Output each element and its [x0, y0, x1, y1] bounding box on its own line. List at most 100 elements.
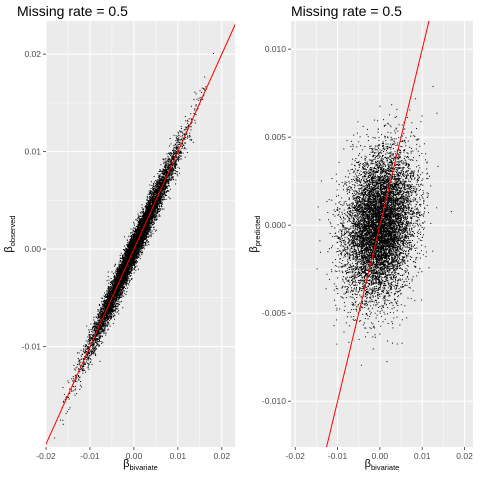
data-point: [109, 289, 111, 291]
data-point: [134, 227, 136, 229]
data-point: [183, 148, 185, 150]
data-point: [168, 162, 170, 164]
data-point: [98, 335, 100, 337]
data-point: [138, 255, 140, 257]
data-point: [141, 204, 143, 206]
data-point: [88, 332, 90, 333]
data-point: [101, 316, 103, 318]
data-point: [101, 326, 103, 328]
data-point: [119, 263, 121, 265]
data-point: [158, 174, 160, 176]
data-point: [114, 272, 116, 274]
data-point: [200, 96, 202, 98]
data-point: [116, 297, 118, 299]
data-point: [175, 172, 177, 174]
data-point: [91, 347, 93, 349]
data-point: [149, 184, 151, 186]
data-point: [108, 313, 110, 315]
data-point: [148, 228, 150, 230]
data-point: [131, 266, 133, 268]
data-point: [109, 296, 111, 298]
x-tick-label: -0.02: [36, 451, 56, 461]
data-point: [151, 221, 153, 223]
data-point: [143, 246, 145, 248]
data-point: [160, 204, 162, 206]
data-point: [101, 301, 103, 303]
data-point: [93, 319, 95, 321]
data-point: [132, 259, 134, 261]
data-point: [178, 154, 180, 156]
data-point: [161, 179, 163, 181]
data-point: [156, 207, 158, 209]
data-point: [146, 198, 148, 200]
data-point: [180, 139, 182, 141]
data-point: [113, 312, 115, 314]
data-point: [102, 322, 104, 324]
data-point: [183, 134, 185, 136]
data-point: [147, 234, 149, 236]
data-point: [194, 122, 196, 124]
data-point: [114, 277, 116, 279]
data-point: [153, 218, 155, 220]
data-point: [87, 339, 89, 341]
data-point: [99, 360, 101, 362]
data-point: [114, 274, 116, 276]
data-point: [95, 348, 97, 350]
data-point: [130, 232, 131, 234]
data-point: [156, 180, 157, 182]
data-point: [150, 234, 152, 236]
data-point: [182, 135, 183, 137]
data-point: [167, 171, 169, 173]
data-point: [130, 248, 131, 250]
data-point: [68, 382, 70, 384]
data-point: [127, 279, 129, 281]
data-point: [194, 119, 196, 121]
data-point: [106, 307, 108, 309]
data-point: [129, 280, 131, 282]
data-point: [96, 324, 98, 325]
data-point: [146, 196, 148, 197]
data-point: [145, 217, 147, 219]
data-point: [168, 182, 170, 184]
data-point: [163, 161, 165, 163]
data-point: [98, 345, 100, 347]
data-point: [175, 150, 177, 152]
data-point: [85, 346, 87, 348]
data-point: [156, 216, 158, 218]
data-point: [103, 329, 105, 330]
data-point: [107, 288, 109, 290]
data-point: [175, 135, 177, 137]
data-point: [154, 214, 156, 216]
data-point: [100, 306, 102, 308]
data-point: [162, 193, 164, 195]
data-point: [107, 286, 109, 288]
data-point: [182, 142, 184, 144]
data-point: [110, 292, 112, 294]
data-point: [177, 151, 179, 153]
data-point: [103, 320, 105, 322]
data-point: [153, 186, 155, 187]
data-point: [74, 389, 76, 391]
data-point: [125, 247, 127, 249]
data-point: [125, 259, 127, 261]
data-point: [137, 221, 139, 223]
data-point: [85, 352, 87, 354]
data-point: [189, 135, 191, 137]
data-point: [127, 277, 129, 279]
data-point: [98, 309, 100, 311]
data-point: [173, 155, 175, 157]
data-point: [177, 138, 179, 139]
data-point: [115, 276, 117, 278]
data-point: [158, 200, 160, 202]
data-point: [160, 203, 162, 205]
data-point: [148, 233, 149, 235]
data-point: [187, 135, 189, 137]
data-point: [158, 215, 160, 217]
data-point: [137, 220, 139, 222]
data-point: [155, 180, 157, 182]
data-point: [161, 196, 163, 198]
data-point: [155, 189, 156, 191]
data-point: [175, 155, 176, 156]
data-point: [94, 330, 96, 332]
data-point: [141, 207, 143, 209]
